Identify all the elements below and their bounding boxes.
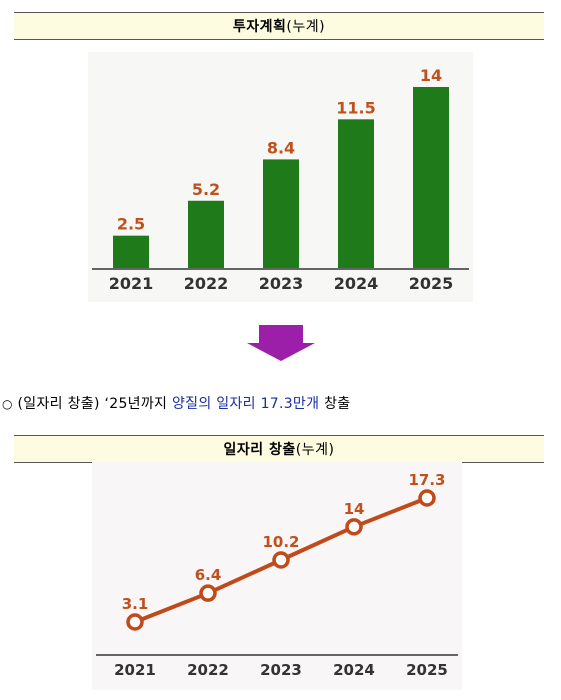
investment-plan-title-bar: 투자계획 (누계)	[14, 12, 544, 40]
job-creation-line-chart-panel: 3.1 2021 6.4 2022 10.2 2023 14 2024 17.3 2025	[92, 462, 462, 690]
summary-highlight: 양질의 일자리 17.3만개	[171, 396, 320, 412]
bar-2022	[188, 200, 224, 268]
investment-bar-chart: 2.5 2021 5.2 2022 8.4 2023 11.5 2024 14 2025	[92, 66, 469, 293]
point-value-label: 10.2	[262, 533, 299, 551]
x-tick-label: 2025	[406, 661, 448, 679]
x-tick-label: 2022	[184, 274, 229, 293]
x-tick-label: 2023	[259, 274, 304, 293]
summary-prefix: ‘25년까지	[104, 396, 168, 412]
summary-label: (일자리 창출)	[17, 396, 100, 412]
bar-2024	[338, 119, 374, 268]
bar-2025	[413, 87, 449, 268]
data-point-2024	[345, 518, 363, 536]
job-creation-title: 일자리 창출	[223, 442, 296, 458]
data-point-2023	[272, 551, 290, 569]
x-tick-label: 2023	[260, 661, 302, 679]
bar-value-label: 8.4	[267, 138, 295, 157]
bar-value-label: 14	[420, 66, 442, 85]
bullet-circle-icon: ○	[2, 397, 13, 411]
x-tick-label: 2024	[333, 661, 375, 679]
bar-value-label: 11.5	[336, 98, 375, 117]
point-value-label: 14	[344, 500, 365, 518]
summary-suffix: 창출	[324, 396, 351, 412]
jobs-summary-line: ○ (일자리 창출) ‘25년까지 양질의 일자리 17.3만개 창출	[2, 393, 558, 413]
job-creation-title-suffix: (누계)	[295, 442, 335, 458]
x-tick-label: 2022	[187, 661, 229, 679]
bar-2021	[113, 235, 149, 268]
down-arrow-icon	[247, 325, 315, 361]
investment-plan-title: 투자계획	[232, 19, 287, 35]
job-creation-title-bar: 일자리 창출 (누계)	[14, 435, 544, 463]
bar-value-label: 5.2	[192, 180, 220, 199]
x-tick-label: 2024	[334, 274, 379, 293]
point-value-label: 17.3	[408, 471, 445, 489]
x-tick-label: 2021	[114, 661, 156, 679]
point-value-label: 6.4	[195, 566, 222, 584]
data-point-2021	[126, 613, 144, 631]
bar-value-label: 2.5	[117, 215, 145, 234]
data-point-2025	[418, 489, 436, 507]
data-point-2022	[199, 584, 217, 602]
bar-2023	[263, 159, 299, 268]
investment-bar-chart-panel: 2.5 2021 5.2 2022 8.4 2023 11.5 2024 14 2025	[88, 52, 473, 302]
x-tick-label: 2021	[109, 274, 154, 293]
x-tick-label: 2025	[409, 274, 454, 293]
investment-plan-title-suffix: (누계)	[286, 19, 326, 35]
job-creation-line-chart: 3.1 2021 6.4 2022 10.2 2023 14 2024 17.3 2025	[96, 471, 458, 679]
point-value-label: 3.1	[122, 595, 149, 613]
